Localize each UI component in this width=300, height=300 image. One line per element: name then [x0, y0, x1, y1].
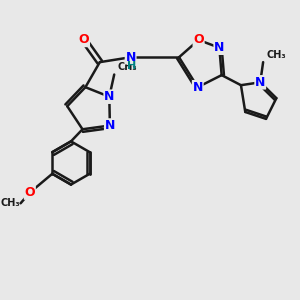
Text: N: N	[214, 41, 224, 54]
Text: O: O	[25, 186, 35, 199]
Text: N: N	[255, 76, 266, 89]
Text: CH₃: CH₃	[267, 50, 286, 60]
Text: H: H	[128, 61, 137, 71]
Text: N: N	[104, 90, 115, 103]
Text: O: O	[193, 34, 204, 46]
Text: CH₃: CH₃	[118, 61, 137, 72]
Text: N: N	[193, 81, 203, 94]
Text: N: N	[125, 51, 136, 64]
Text: O: O	[79, 34, 89, 46]
Text: CH₃: CH₃	[1, 198, 21, 208]
Text: N: N	[105, 119, 115, 132]
